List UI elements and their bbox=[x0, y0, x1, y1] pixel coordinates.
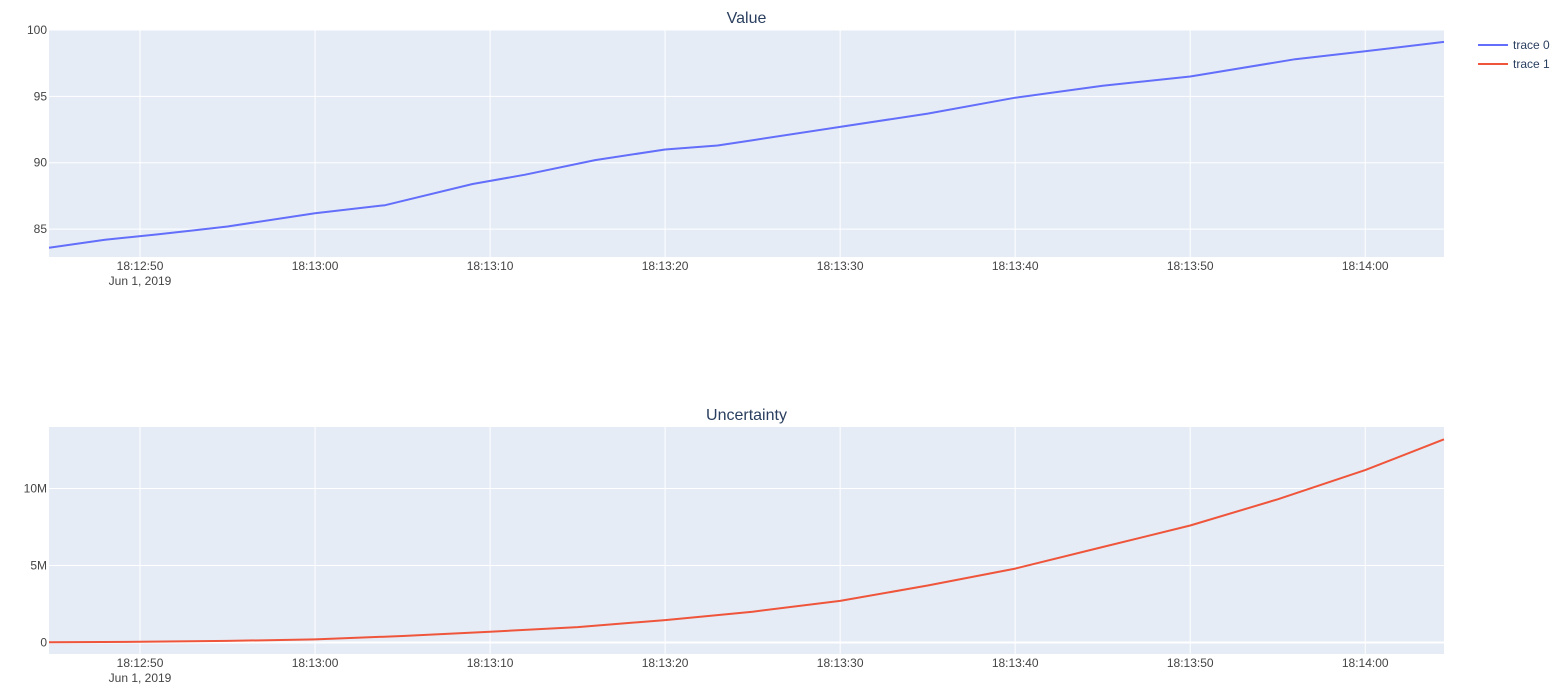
x-tick-label: 18:14:00 bbox=[1342, 259, 1389, 273]
subplot-title-value: Value bbox=[727, 10, 767, 27]
x-tick-label: 18:13:20 bbox=[642, 656, 689, 670]
x-tick-label: 18:12:50 bbox=[117, 656, 164, 670]
subplot-value: Value 85 90 95 100 18:12:50 18:13:00 18:13:10… bbox=[27, 10, 1445, 288]
legend-item-trace-0[interactable]: trace 0 bbox=[1478, 38, 1550, 52]
x-tick-label: 18:13:30 bbox=[817, 656, 864, 670]
gridlines-uncertainty bbox=[49, 427, 1444, 654]
x-tick-label: 18:13:20 bbox=[642, 259, 689, 273]
legend-item-trace-1[interactable]: trace 1 bbox=[1478, 57, 1550, 71]
x-tick-label: 18:13:10 bbox=[467, 656, 514, 670]
x-date-label-value: Jun 1, 2019 bbox=[109, 274, 172, 288]
x-ticks-value: 18:12:50 18:13:00 18:13:10 18:13:20 18:13:30… bbox=[117, 259, 1389, 273]
x-tick-label: 18:13:00 bbox=[292, 259, 339, 273]
x-tick-label: 18:13:10 bbox=[467, 259, 514, 273]
x-tick-label: 18:13:50 bbox=[1167, 656, 1214, 670]
x-tick-label: 18:13:50 bbox=[1167, 259, 1214, 273]
y-ticks-value: 85 90 95 100 bbox=[27, 23, 47, 236]
x-tick-label: 18:13:40 bbox=[992, 656, 1039, 670]
subplot-uncertainty: Uncertainty 0 5M 10M 18:12:50 18:13:00 18:13… bbox=[24, 407, 1445, 685]
x-tick-label: 18:13:30 bbox=[817, 259, 864, 273]
x-tick-label: 18:13:40 bbox=[992, 259, 1039, 273]
x-tick-label: 18:12:50 bbox=[117, 259, 164, 273]
y-ticks-uncertainty: 0 5M 10M bbox=[24, 482, 48, 650]
x-date-label-uncertainty: Jun 1, 2019 bbox=[109, 671, 172, 685]
y-tick-label: 90 bbox=[34, 156, 48, 170]
y-tick-label: 85 bbox=[34, 222, 48, 236]
y-tick-label: 5M bbox=[30, 559, 47, 573]
x-ticks-uncertainty: 18:12:50 18:13:00 18:13:10 18:13:20 18:13:30… bbox=[117, 656, 1389, 670]
x-tick-label: 18:14:00 bbox=[1342, 656, 1389, 670]
x-tick-label: 18:13:00 bbox=[292, 656, 339, 670]
plot-area-value bbox=[49, 30, 1444, 257]
plot-area-uncertainty bbox=[49, 427, 1444, 654]
legend-label-trace-0: trace 0 bbox=[1513, 38, 1550, 52]
y-tick-label: 100 bbox=[27, 23, 47, 37]
legend-label-trace-1: trace 1 bbox=[1513, 57, 1550, 71]
y-tick-label: 10M bbox=[24, 482, 47, 496]
y-tick-label: 0 bbox=[40, 635, 47, 649]
subplot-title-uncertainty: Uncertainty bbox=[706, 407, 787, 424]
legend: trace 0 trace 1 bbox=[1478, 38, 1550, 71]
series-group-value bbox=[48, 40, 1445, 249]
y-tick-label: 95 bbox=[34, 89, 48, 103]
series-line-trace-1 bbox=[48, 438, 1445, 644]
gridlines-value bbox=[49, 29, 1444, 257]
series-line-trace-0 bbox=[48, 40, 1445, 249]
series-group-uncertainty bbox=[48, 438, 1445, 644]
